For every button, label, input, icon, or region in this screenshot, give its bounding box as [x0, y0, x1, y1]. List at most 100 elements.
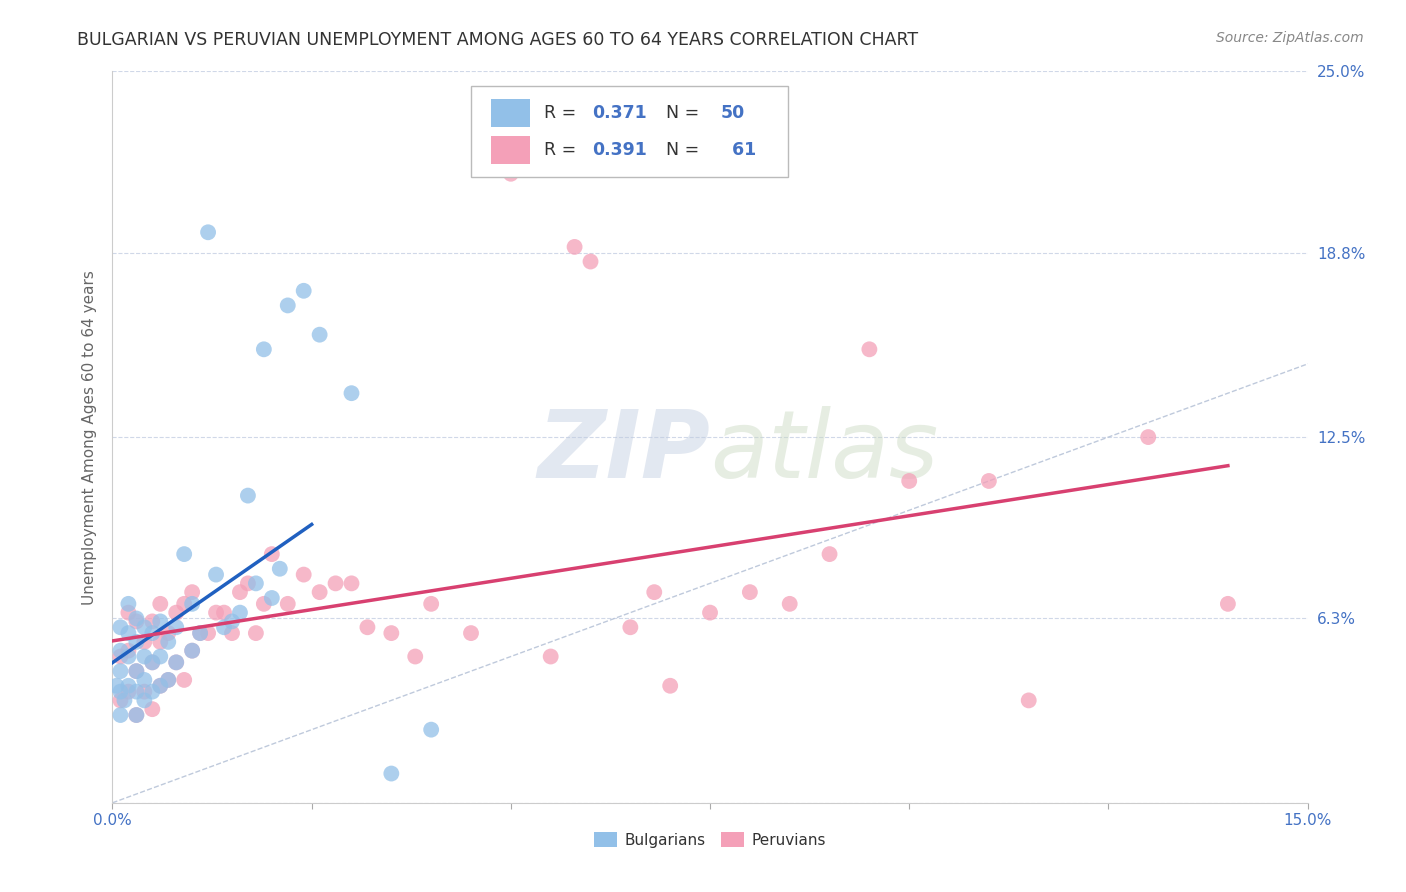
Point [420, 597, 443, 611]
Point [125, 611, 148, 625]
Point [181, 597, 204, 611]
Point [643, 585, 665, 599]
Point [110, 684, 132, 698]
Text: R =: R = [544, 104, 582, 122]
Point [110, 649, 132, 664]
Point [325, 576, 347, 591]
Point [818, 547, 841, 561]
Point [269, 562, 291, 576]
Point [205, 606, 228, 620]
Text: N =: N = [655, 141, 704, 159]
Point [141, 656, 163, 670]
Point [173, 673, 195, 687]
Point [277, 298, 299, 312]
Point [181, 643, 204, 657]
Point [125, 635, 148, 649]
Point [110, 664, 132, 678]
Point [308, 585, 330, 599]
Point [221, 615, 243, 629]
Point [236, 489, 259, 503]
Point [157, 626, 180, 640]
Text: 50: 50 [721, 104, 745, 122]
Point [197, 225, 219, 239]
Point [117, 643, 139, 657]
Point [212, 606, 235, 620]
Point [858, 343, 880, 357]
Point [188, 626, 211, 640]
FancyBboxPatch shape [471, 86, 787, 178]
Point [165, 656, 187, 670]
Point [110, 693, 132, 707]
Point [308, 327, 330, 342]
Text: 0.391: 0.391 [592, 141, 647, 159]
Point [420, 723, 443, 737]
Point [340, 576, 363, 591]
Text: N =: N = [655, 104, 704, 122]
Point [134, 620, 156, 634]
Point [205, 567, 228, 582]
Point [779, 597, 801, 611]
Text: 61: 61 [725, 141, 756, 159]
Point [165, 606, 187, 620]
Point [165, 656, 187, 670]
Point [977, 474, 1000, 488]
Point [125, 615, 148, 629]
Point [197, 626, 219, 640]
Point [181, 585, 204, 599]
Point [188, 626, 211, 640]
Point [157, 635, 180, 649]
Point [134, 693, 156, 707]
Point [253, 597, 276, 611]
Point [117, 626, 139, 640]
Point [117, 649, 139, 664]
Point [141, 656, 163, 670]
Legend: Bulgarians, Peruvians: Bulgarians, Peruvians [588, 825, 832, 854]
Text: atlas: atlas [710, 406, 938, 497]
Y-axis label: Unemployment Among Ages 60 to 64 years: Unemployment Among Ages 60 to 64 years [82, 269, 97, 605]
Point [134, 635, 156, 649]
Point [141, 615, 163, 629]
Point [260, 591, 283, 605]
Point [141, 626, 163, 640]
Point [117, 679, 139, 693]
Point [125, 664, 148, 678]
Point [579, 254, 602, 268]
Point [380, 626, 402, 640]
FancyBboxPatch shape [491, 136, 530, 163]
Point [619, 620, 641, 634]
Point [117, 606, 139, 620]
Point [149, 679, 172, 693]
Text: 0.371: 0.371 [592, 104, 647, 122]
Point [149, 679, 172, 693]
Point [340, 386, 363, 401]
Point [738, 585, 761, 599]
FancyBboxPatch shape [491, 99, 530, 127]
Point [125, 708, 148, 723]
Point [229, 606, 252, 620]
Point [149, 597, 172, 611]
Point [141, 684, 163, 698]
Point [181, 643, 204, 657]
Point [134, 684, 156, 698]
Point [134, 673, 156, 687]
Point [277, 597, 299, 611]
Point [236, 576, 259, 591]
Point [380, 766, 402, 780]
Point [292, 284, 315, 298]
Point [110, 620, 132, 634]
Point [165, 620, 187, 634]
Point [173, 547, 195, 561]
Point [157, 673, 180, 687]
Point [125, 708, 148, 723]
Point [110, 708, 132, 723]
Point [499, 167, 522, 181]
Point [157, 673, 180, 687]
Point [149, 649, 172, 664]
Point [659, 679, 682, 693]
Point [540, 649, 562, 664]
Point [356, 620, 378, 634]
Point [105, 679, 128, 693]
Point [1018, 693, 1040, 707]
Point [292, 567, 315, 582]
Point [1216, 597, 1239, 611]
